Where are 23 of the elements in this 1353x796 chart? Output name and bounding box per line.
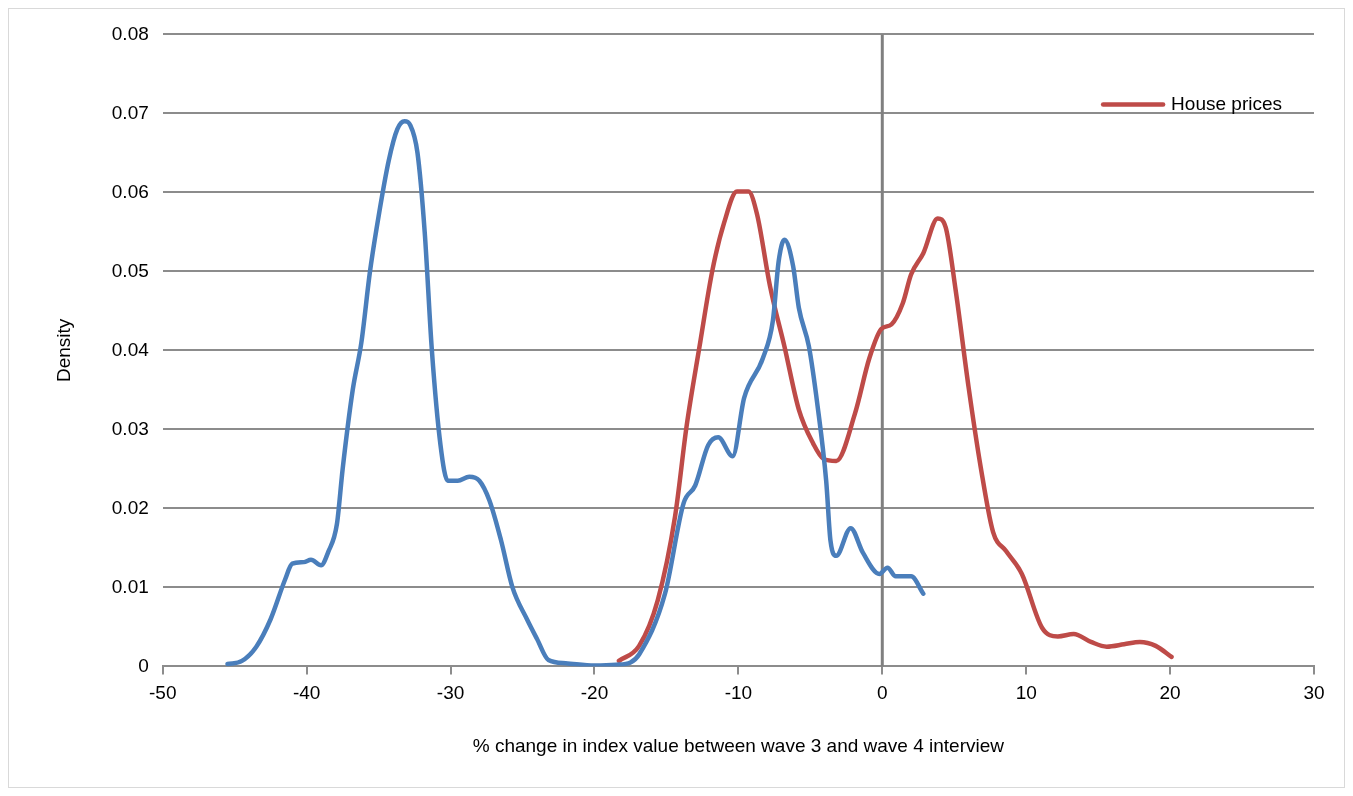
y-tick-label: 0.06 <box>111 180 149 202</box>
x-tick-label: -30 <box>436 682 465 704</box>
x-tick-label: -50 <box>149 682 177 704</box>
line-series <box>225 119 926 667</box>
x-tick-label: 20 <box>1159 682 1181 704</box>
x-tick-label: 10 <box>1015 682 1037 704</box>
x-axis-title: % change in index value between wave 3 and wave 4 interview <box>472 734 1005 756</box>
y-tick-label: 0.04 <box>111 338 150 360</box>
legend-label: House prices <box>1171 92 1283 114</box>
y-tick-label: 0 <box>138 654 149 676</box>
line-series <box>616 189 1174 664</box>
y-tick-label: 0.01 <box>111 575 149 597</box>
y-tick-label: 0.05 <box>111 259 149 281</box>
y-tick-label: 0.03 <box>111 417 149 439</box>
x-tick-label: 0 <box>877 682 888 704</box>
x-tick-label: 30 <box>1303 682 1325 704</box>
x-tick-label: -40 <box>292 682 321 704</box>
y-tick-label: 0.07 <box>111 101 149 123</box>
x-tick-label: -10 <box>724 682 753 704</box>
y-tick-label: 0.08 <box>111 22 149 44</box>
x-tick-label: -20 <box>580 682 609 704</box>
y-axis-title: Density <box>52 318 74 383</box>
y-tick-label: 0.02 <box>111 496 149 518</box>
